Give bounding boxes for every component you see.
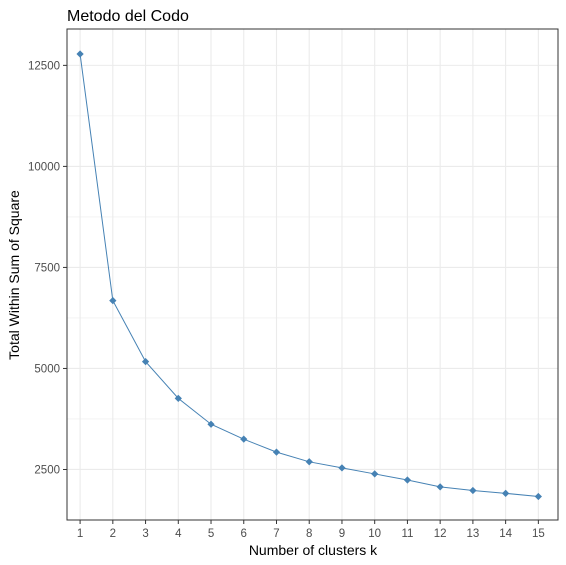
data-point-k4	[174, 394, 182, 402]
data-point-k10	[371, 470, 379, 478]
data-point-k11	[403, 476, 412, 484]
data-point-k5	[207, 420, 215, 428]
x-tick-label: 1	[77, 528, 83, 540]
data-point-k9	[338, 464, 346, 472]
plot-panel	[67, 29, 558, 520]
data-point-k12	[436, 483, 444, 491]
data-point-k13	[469, 486, 477, 495]
data-point-k15	[534, 492, 542, 501]
y-tick-label: 7500	[34, 262, 60, 274]
x-tick-label: 14	[499, 528, 512, 540]
x-tick-label: 4	[175, 528, 182, 540]
data-point-k2	[109, 296, 117, 305]
x-tick-label: 12	[434, 528, 447, 540]
data-point-k7	[272, 448, 281, 456]
x-tick-label: 5	[208, 528, 214, 540]
x-tick-label: 9	[339, 528, 345, 540]
data-point-k1	[76, 50, 84, 58]
y-tick-label: 2500	[34, 464, 60, 476]
data-point-k6	[240, 435, 248, 443]
data-point-k14	[502, 489, 510, 497]
y-axis-title: Total Within Sum of Square	[6, 190, 22, 360]
x-tick-label: 15	[532, 528, 545, 540]
grid-lines	[67, 29, 558, 520]
chart-title: Metodo del Codo	[67, 8, 189, 25]
x-tick-label: 7	[273, 528, 279, 540]
y-tick-label: 5000	[34, 363, 60, 375]
data-point-k3	[141, 357, 150, 366]
panel-border	[66, 28, 559, 521]
x-tick-label: 6	[241, 528, 247, 540]
x-tick-label: 11	[401, 528, 413, 540]
x-tick-label: 8	[306, 528, 312, 540]
x-tick-label: 13	[466, 528, 479, 540]
x-tick-label: 2	[110, 528, 116, 540]
y-tick-label: 12500	[28, 60, 60, 72]
data-point-k8	[305, 458, 313, 466]
data-series	[76, 50, 542, 501]
x-tick-label: 10	[368, 528, 381, 540]
y-tick-label: 10000	[28, 161, 60, 173]
x-tick-label: 3	[142, 528, 148, 540]
x-axis-title: Number of clusters k	[249, 542, 378, 558]
